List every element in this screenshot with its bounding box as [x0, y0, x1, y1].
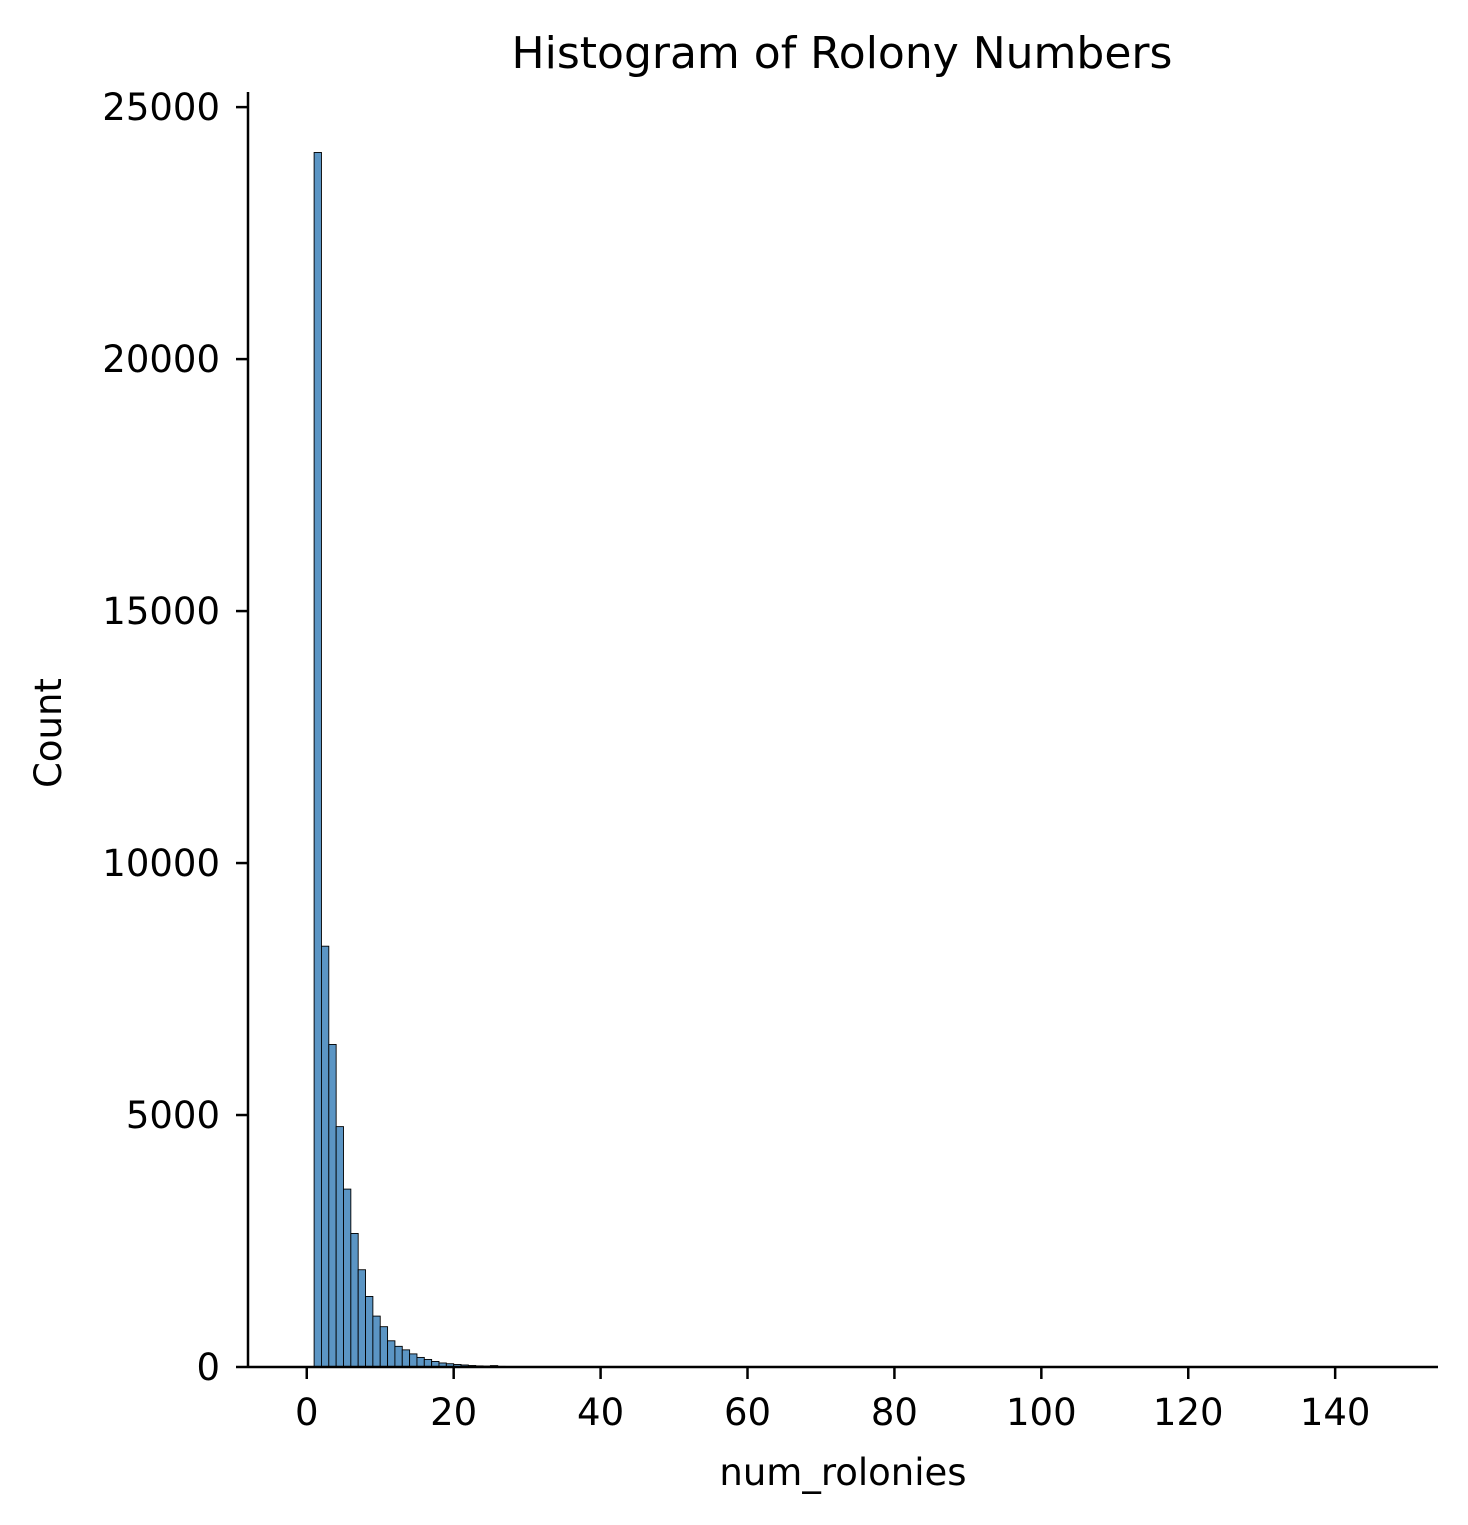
bars-group — [313, 152, 609, 1368]
histogram-bar-5 — [350, 1233, 359, 1368]
y-tick-label-0: 0 — [196, 1346, 220, 1389]
y-axis-label: Count — [27, 678, 70, 788]
x-tick-label-5: 100 — [1006, 1391, 1077, 1434]
histogram-bar-4 — [343, 1188, 352, 1368]
histogram-bar-0 — [313, 152, 322, 1368]
histogram-bar-7 — [365, 1295, 374, 1368]
histogram-bar-1 — [321, 945, 330, 1368]
y-tick-label-4: 20000 — [102, 338, 220, 381]
x-ticks-group: 0 20 40 60 80 100 120 140 — [295, 1367, 1370, 1434]
y-ticks-group: 0 5000 10000 15000 20000 25000 — [102, 86, 248, 1389]
y-tick-label-3: 15000 — [102, 590, 220, 633]
x-tick-label-6: 120 — [1153, 1391, 1224, 1434]
histogram-bar-13 — [409, 1353, 418, 1368]
histogram-bar-6 — [357, 1269, 366, 1368]
y-tick-label-1: 5000 — [126, 1094, 220, 1137]
x-tick-label-2: 40 — [577, 1391, 624, 1434]
x-tick-label-7: 140 — [1300, 1391, 1371, 1434]
histogram-bar-8 — [372, 1315, 381, 1368]
histogram-bar-12 — [401, 1349, 411, 1368]
y-tick-label-2: 10000 — [102, 842, 220, 885]
y-tick-label-5: 25000 — [102, 86, 220, 129]
chart-title: Histogram of Rolony Numbers — [512, 28, 1173, 79]
x-axis-label: num_rolonies — [719, 1451, 966, 1494]
histogram-bar-9 — [379, 1326, 389, 1368]
x-tick-label-0: 0 — [295, 1391, 319, 1434]
x-tick-label-3: 60 — [724, 1391, 771, 1434]
histogram-bar-14 — [416, 1356, 425, 1368]
histogram-bar-2 — [328, 1044, 337, 1368]
histogram-bar-11 — [394, 1345, 403, 1368]
histogram-bar-3 — [335, 1126, 344, 1368]
x-tick-label-1: 20 — [430, 1391, 477, 1434]
histogram-bar-10 — [387, 1340, 396, 1368]
x-tick-label-4: 80 — [871, 1391, 918, 1434]
